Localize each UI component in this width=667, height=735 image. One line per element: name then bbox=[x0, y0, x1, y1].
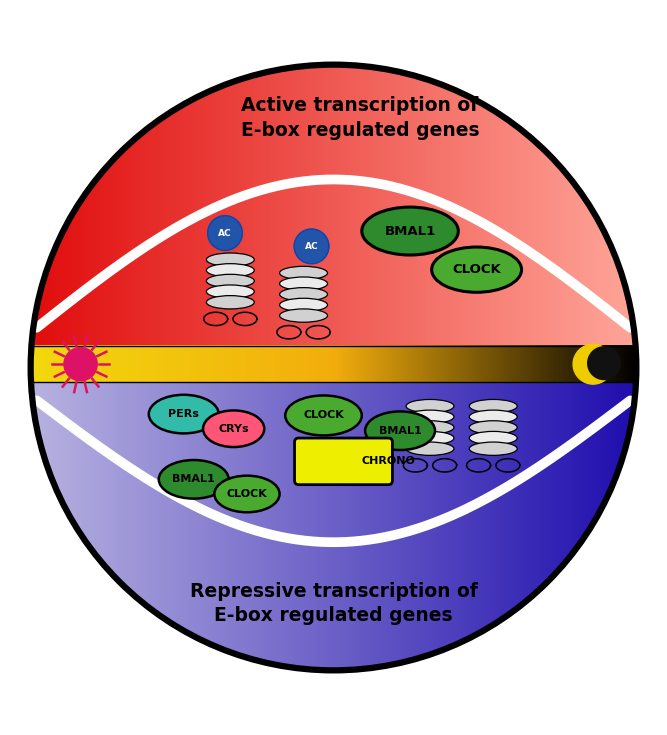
Ellipse shape bbox=[470, 420, 517, 434]
Text: AC: AC bbox=[305, 242, 318, 251]
Ellipse shape bbox=[470, 431, 517, 445]
Text: BMAL1: BMAL1 bbox=[384, 225, 436, 237]
Ellipse shape bbox=[362, 207, 458, 255]
Text: CLOCK: CLOCK bbox=[303, 410, 344, 420]
Text: AC: AC bbox=[218, 229, 232, 237]
Ellipse shape bbox=[279, 277, 327, 290]
Ellipse shape bbox=[365, 412, 435, 450]
Ellipse shape bbox=[206, 285, 254, 298]
Ellipse shape bbox=[206, 295, 254, 309]
Ellipse shape bbox=[432, 247, 522, 293]
Ellipse shape bbox=[470, 399, 517, 413]
Ellipse shape bbox=[406, 420, 454, 434]
Ellipse shape bbox=[470, 442, 517, 456]
Circle shape bbox=[294, 229, 329, 264]
Ellipse shape bbox=[206, 253, 254, 266]
Text: BMAL1: BMAL1 bbox=[379, 426, 422, 436]
Circle shape bbox=[573, 344, 613, 384]
Text: Active transcription of
E-box regulated genes: Active transcription of E-box regulated … bbox=[241, 96, 480, 140]
Ellipse shape bbox=[214, 476, 279, 512]
Ellipse shape bbox=[406, 399, 454, 413]
Text: CLOCK: CLOCK bbox=[227, 489, 267, 499]
Ellipse shape bbox=[406, 442, 454, 456]
Ellipse shape bbox=[406, 410, 454, 423]
Text: PERs: PERs bbox=[168, 409, 199, 419]
Ellipse shape bbox=[279, 298, 327, 312]
Ellipse shape bbox=[279, 309, 327, 322]
Ellipse shape bbox=[203, 410, 264, 447]
Text: CHRONO: CHRONO bbox=[362, 456, 416, 466]
Ellipse shape bbox=[285, 395, 362, 435]
Text: CLOCK: CLOCK bbox=[452, 263, 501, 276]
Text: Repressive transcription of
E-box regulated genes: Repressive transcription of E-box regula… bbox=[189, 582, 478, 625]
Ellipse shape bbox=[279, 266, 327, 279]
Ellipse shape bbox=[206, 264, 254, 277]
Ellipse shape bbox=[406, 431, 454, 445]
Circle shape bbox=[207, 216, 242, 251]
Circle shape bbox=[588, 347, 620, 379]
Ellipse shape bbox=[206, 274, 254, 287]
Ellipse shape bbox=[159, 460, 229, 498]
Circle shape bbox=[64, 348, 97, 381]
Text: CRYs: CRYs bbox=[218, 424, 249, 434]
Text: BMAL1: BMAL1 bbox=[172, 474, 215, 484]
FancyBboxPatch shape bbox=[295, 438, 392, 484]
Ellipse shape bbox=[279, 287, 327, 301]
Ellipse shape bbox=[149, 395, 219, 434]
Ellipse shape bbox=[470, 410, 517, 423]
